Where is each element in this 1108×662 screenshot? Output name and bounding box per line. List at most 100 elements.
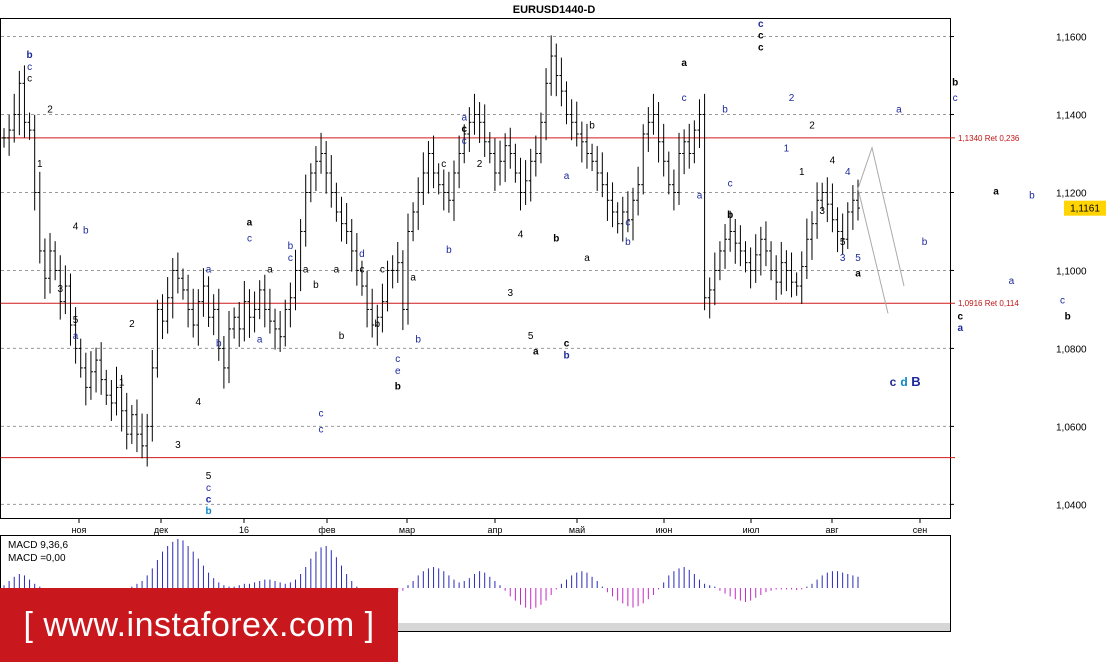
price-bar: [27, 112, 32, 140]
price-bar: [728, 210, 733, 252]
x-tick-label: сен: [913, 525, 928, 535]
wave-label: b: [313, 280, 319, 291]
wave-label: c: [395, 354, 400, 365]
price-bar: [313, 146, 318, 191]
price-bar: [267, 288, 272, 334]
price-bar: [482, 104, 487, 158]
price-bar: [804, 218, 809, 280]
wave-label: a: [267, 265, 273, 276]
x-tick-label: июл: [743, 525, 760, 535]
price-bar: [129, 404, 134, 444]
wave-label: c: [206, 495, 212, 506]
price-bar: [487, 132, 492, 164]
wave-label: 3: [840, 253, 846, 264]
price-bar: [104, 369, 109, 405]
price-bar: [237, 302, 242, 347]
price-bar: [375, 304, 380, 346]
x-tick-label: авг: [825, 525, 839, 535]
price-bar: [436, 163, 441, 195]
wave-label: d: [359, 249, 365, 260]
wave-label: b: [952, 77, 958, 88]
price-bar: [717, 241, 722, 281]
price-bar: [12, 93, 17, 143]
x-tick-label: ноя: [72, 525, 87, 535]
price-bar: [431, 135, 436, 189]
price-bar: [809, 211, 814, 260]
brand-banner[interactable]: [ www.instaforex.com ]: [0, 588, 398, 662]
price-bar: [37, 171, 42, 264]
price-bar: [503, 133, 508, 182]
price-bar: [856, 179, 860, 221]
price-bar: [477, 102, 482, 143]
price-bars: [2, 35, 860, 467]
wave-label: b: [83, 226, 89, 237]
wave-label: 5: [206, 471, 212, 482]
retracement-levels: 1,1340 Ret 0,236 1,0916 Ret 0,114: [1, 134, 1020, 459]
wave-label: 1: [37, 159, 43, 170]
price-bar: [457, 135, 462, 189]
price-bar: [590, 143, 595, 172]
price-bar: [395, 241, 400, 283]
price-bar: [584, 123, 589, 169]
price-bar: [840, 213, 845, 255]
wave-label: c: [758, 31, 764, 42]
forecast-path-upper: [857, 145, 905, 287]
x-tick-label: дек: [154, 525, 168, 535]
wave-label: c: [27, 73, 32, 84]
wave-label: c: [758, 42, 764, 53]
wave-label: c: [206, 483, 211, 494]
wave-label: b: [589, 120, 595, 131]
wave-label: a: [957, 323, 963, 334]
price-bar: [247, 289, 252, 338]
price-bar: [2, 128, 6, 148]
price-bar: [416, 177, 421, 230]
price-bar: [191, 288, 196, 338]
wave-label: b: [205, 506, 211, 517]
price-bar: [579, 121, 584, 163]
price-bar: [83, 352, 88, 406]
wave-label: b: [216, 339, 222, 350]
price-bar: [656, 102, 661, 163]
x-tick-label: июн: [656, 525, 673, 535]
price-bar: [794, 272, 799, 296]
price-bar: [227, 310, 232, 384]
wave-label: c: [288, 253, 293, 264]
wave-label: 5: [73, 315, 79, 326]
price-bar: [339, 196, 344, 242]
wave-label: 2: [789, 93, 795, 104]
price-bar: [707, 277, 712, 319]
price-bar: [661, 123, 666, 177]
price-bar: [610, 182, 615, 228]
wave-label: c: [728, 179, 733, 190]
price-bar: [94, 347, 99, 393]
price-bar: [405, 213, 410, 325]
macd-value-label: MACD =0,00: [8, 553, 66, 564]
price-bar: [293, 249, 298, 311]
price-bar: [186, 274, 191, 328]
level-label: 1,1340 Ret 0,236: [958, 134, 1020, 143]
price-bar: [758, 226, 763, 276]
wave-label: b: [563, 350, 569, 361]
macd-label: MACD 9,36,6: [8, 540, 68, 551]
price-bar: [303, 174, 308, 247]
wave-label: 2: [477, 159, 483, 170]
wave-label: a: [896, 105, 902, 116]
price-bar: [835, 207, 840, 253]
wave-label: 4: [196, 397, 202, 408]
wave-label: c: [27, 62, 32, 73]
price-bar: [411, 202, 416, 242]
wave-label: c: [758, 19, 764, 30]
macd-histogram: [3, 539, 859, 609]
price-bar: [400, 250, 405, 331]
price-bar: [390, 255, 395, 289]
price-bar: [119, 374, 124, 432]
y-tick-label: 1,1000: [1056, 266, 1087, 277]
price-bar: [273, 308, 278, 350]
wave-label: 4: [845, 167, 851, 178]
price-bar: [262, 274, 267, 328]
wave-label: b: [727, 210, 733, 221]
price-bar: [257, 280, 262, 320]
wave-label: c: [380, 265, 385, 276]
price-bar: [630, 187, 635, 241]
